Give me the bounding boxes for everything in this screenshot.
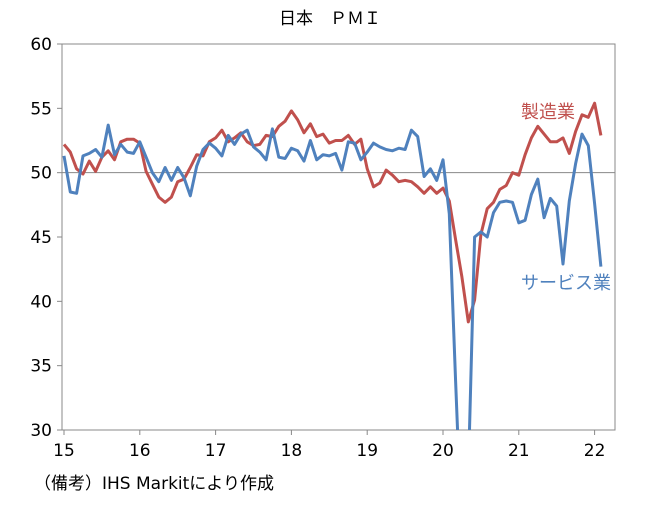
y-tick-label: 60: [30, 35, 52, 55]
x-tick-label: 18: [281, 441, 303, 461]
y-tick-label: 30: [30, 421, 52, 441]
y-tick-label: 40: [30, 292, 52, 312]
y-tick-label: 55: [30, 99, 52, 119]
series-line: [62, 123, 603, 430]
x-tick-label: 22: [584, 441, 606, 461]
note: （備考）IHS Markitにより作成: [34, 474, 274, 494]
chart-title: 日本 ＰＭＩ: [279, 9, 381, 29]
x-tick-label: 19: [356, 441, 378, 461]
series-label: 製造業: [521, 102, 575, 123]
x-tick-label: 21: [508, 441, 530, 461]
y-tick-label: 35: [30, 357, 52, 377]
x-tick-label: 20: [432, 441, 454, 461]
x-tick-label: 16: [129, 441, 151, 461]
x-tick-label: 17: [205, 441, 227, 461]
y-tick-label: 50: [30, 164, 52, 184]
x-tick-label: 15: [53, 441, 75, 461]
series-label: サービス業: [521, 273, 611, 294]
y-tick-label: 45: [30, 228, 52, 248]
series-line: [62, 101, 603, 324]
